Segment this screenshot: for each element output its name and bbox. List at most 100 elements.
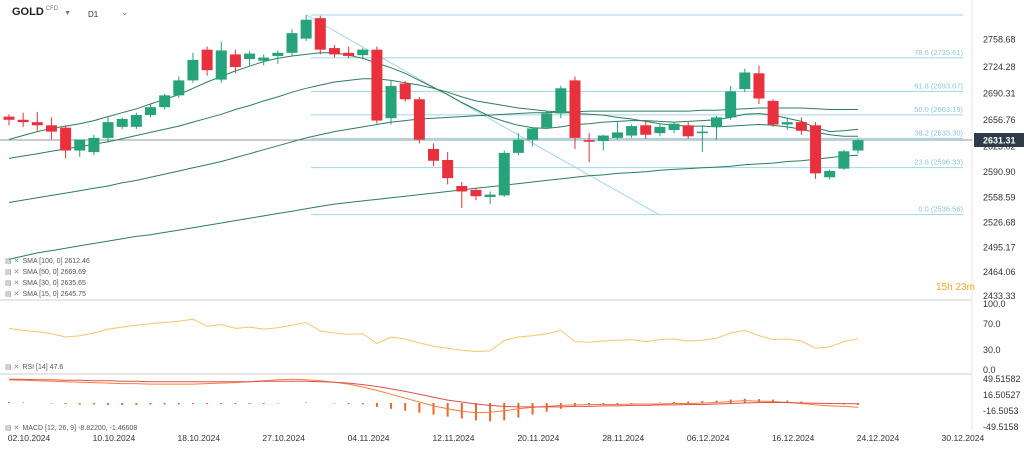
candle-body (442, 159, 454, 179)
legend-sma-100-label: SMA [100, 0] 2612.46 (22, 258, 90, 265)
candle-body (116, 118, 128, 127)
price-axis-tick: 2690.31 (983, 89, 1016, 99)
macd-legend[interactable]: ▤ ✕ MACD [12, 26, 9] -8.82200, -1.46608 (5, 424, 137, 432)
legend-sma-30[interactable]: ▤ ✕ SMA [30, 0] 2635.65 (5, 279, 86, 287)
x-axis-tick: 06.12.2024 (687, 433, 730, 443)
candle-body (244, 53, 256, 60)
macd-axis-tick: -49.5158 (983, 422, 1019, 432)
candle-body (88, 137, 100, 153)
candle-body (484, 194, 496, 197)
symbol-header[interactable]: GOLD CFD ▼ (12, 6, 71, 18)
candle-body (173, 80, 185, 96)
sma-line (8, 107, 858, 203)
legend-sma-30-label: SMA [30, 0] 2635.65 (22, 280, 86, 287)
candle-body (130, 115, 142, 127)
candle-body (810, 125, 822, 174)
candle-body (60, 127, 72, 151)
legend-sma-15[interactable]: ▤ ✕ SMA [15, 0] 2645.75 (5, 290, 86, 298)
candle-body (555, 88, 567, 114)
x-axis-tick: 27.10.2024 (262, 433, 305, 443)
settings-icon[interactable]: ▤ ✕ (5, 291, 20, 298)
candle-body (767, 100, 779, 125)
candle-body (795, 122, 807, 131)
candle-body (527, 128, 539, 140)
fib-level-label: 50.0 (2663.19) (914, 105, 963, 114)
fib-level-label: 78.6 (2735.61) (914, 48, 963, 57)
candle-body (428, 148, 439, 161)
candle-body (145, 107, 156, 116)
candle-body (385, 85, 397, 119)
macd-axis-tick: 16.50527 (983, 390, 1021, 400)
candle-body (258, 57, 270, 61)
price-axis-tick: 2724.28 (983, 62, 1016, 72)
fib-level-label: 38.2 (2633.30) (914, 128, 963, 137)
settings-icon[interactable]: ▤ ✕ (5, 258, 20, 265)
price-axis-tick: 2433.33 (983, 291, 1016, 301)
legend-sma-100[interactable]: ▤ ✕ SMA [100, 0] 2612.46 (5, 257, 90, 265)
price-axis-tick: 2656.76 (983, 115, 1016, 125)
x-axis-tick: 28.11.2024 (602, 433, 644, 443)
x-axis-tick: 24.12.2024 (857, 433, 900, 443)
candle-body (696, 131, 708, 134)
sma-line (8, 154, 859, 260)
chevron-down-icon[interactable]: ▼ (64, 10, 72, 17)
rsi-legend[interactable]: ▤ ✕ RSI [14] 47.6 (5, 363, 63, 371)
x-axis-tick: 04.11.2024 (348, 433, 390, 443)
timeframe-chevron-down-icon[interactable]: ⌄ (121, 7, 129, 17)
price-axis-tick: 2495.17 (983, 242, 1016, 252)
x-axis-tick: 30.12.2024 (942, 433, 985, 443)
candle-body (272, 52, 284, 56)
settings-icon[interactable]: ▤ ✕ (5, 269, 20, 276)
candle-body (711, 117, 722, 127)
settings-icon[interactable]: ▤ ✕ (5, 425, 20, 432)
candle-body (74, 139, 86, 151)
candle-body (569, 80, 581, 138)
symbol-tag: CFD (45, 6, 59, 12)
candle-body (328, 48, 340, 55)
rsi-axis-tick: 30.0 (983, 345, 1001, 355)
candle-body (215, 50, 227, 80)
candle-body (838, 151, 850, 169)
candle-body (456, 185, 468, 192)
candle-body (300, 19, 312, 39)
candle-body (229, 54, 241, 67)
candle-body (626, 126, 638, 136)
candle-body (498, 152, 510, 196)
candle-body (470, 189, 482, 197)
candle-body (31, 122, 43, 126)
candle-body (343, 52, 355, 56)
candle-body (739, 72, 751, 90)
price-axis-tick: 2526.68 (983, 217, 1016, 227)
x-axis-tick: 10.10.2024 (93, 433, 136, 443)
candle-body (682, 125, 694, 137)
candle-body (725, 91, 737, 118)
legend-sma-15-label: SMA [15, 0] 2645.75 (22, 291, 86, 298)
rsi-legend-label: RSI [14] 47.6 (22, 364, 64, 371)
price-axis-tick: 2558.59 (983, 192, 1016, 202)
last-price-value: 2631.31 (983, 136, 1016, 146)
rsi-axis-tick: 100.0 (983, 299, 1006, 309)
price-axis-tick: 2590.90 (983, 167, 1016, 177)
candle-body (668, 123, 680, 131)
x-axis-tick: 02.10.2024 (8, 433, 51, 443)
legend-sma-50[interactable]: ▤ ✕ SMA [50, 0] 2669.69 (5, 268, 86, 276)
rsi-line (8, 318, 859, 353)
candle-body (102, 122, 114, 138)
macd-line (8, 378, 859, 414)
x-axis-tick: 12.11.2024 (433, 433, 475, 443)
candle-body (399, 83, 411, 100)
settings-icon[interactable]: ▤ ✕ (5, 364, 20, 371)
candle-body (753, 73, 765, 99)
macd-legend-label: MACD [12, 26, 9] -8.82200, -1.46608 (22, 425, 138, 432)
x-axis-tick: 18.10.2024 (178, 433, 221, 443)
rsi-axis-tick: 0.0 (983, 365, 996, 375)
candle-body (201, 49, 213, 71)
settings-icon[interactable]: ▤ ✕ (5, 280, 20, 287)
timeframe-label[interactable]: D1 (88, 10, 99, 19)
candle-countdown: 15h 23m (936, 282, 975, 293)
candle-body (640, 125, 652, 135)
candle-body (371, 49, 383, 121)
fib-level-label: 0.0 (2536.56) (918, 205, 963, 214)
